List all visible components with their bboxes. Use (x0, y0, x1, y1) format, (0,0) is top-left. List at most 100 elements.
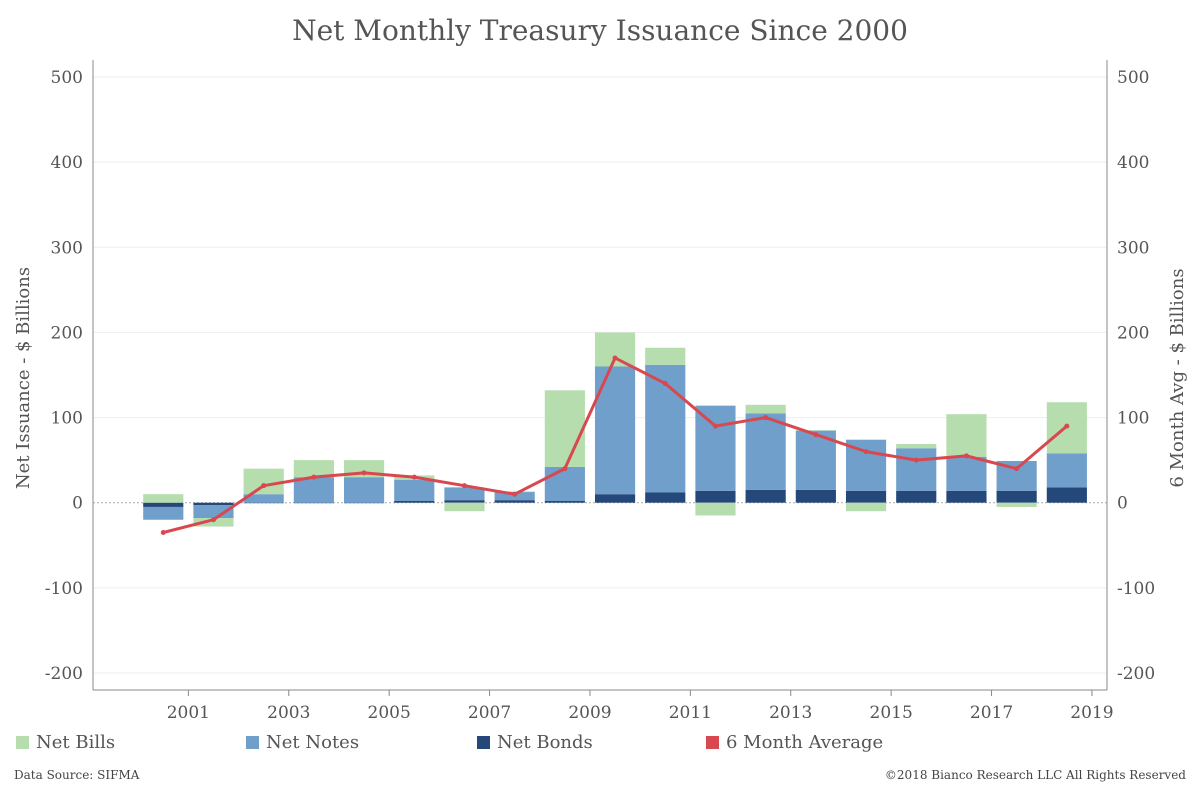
six-month-average-point (261, 483, 267, 489)
y-tick-label-right: 200 (1117, 323, 1149, 343)
six-month-average-point (160, 530, 166, 535)
legend-label-net-notes: Net Notes (266, 731, 360, 753)
net-notes-bar (946, 456, 987, 491)
y-tick-label-right: 100 (1117, 409, 1149, 429)
y-tick-label-left: 0 (72, 494, 83, 514)
net-bonds-bar (544, 501, 585, 503)
net-bonds-bar (594, 494, 636, 503)
copyright-note: ©2018 Bianco Research LLC All Rights Res… (884, 768, 1186, 782)
net-notes-bar (745, 413, 786, 490)
net-bonds-bar (645, 492, 686, 503)
legend-item-six-month-average: 6 Month Average (706, 731, 883, 753)
six-month-average-point (512, 491, 518, 497)
net-bonds-bar (845, 490, 887, 503)
six-month-average-point (1064, 423, 1070, 429)
net-notes-bar (193, 505, 234, 519)
right-axis-title: 6 Month Avg - $ Billions (1167, 268, 1188, 487)
net-bonds-bar (946, 490, 987, 503)
net-notes-bar (343, 477, 385, 503)
net-bills-bar (745, 404, 786, 414)
net-notes-bar (243, 494, 284, 503)
legend-item-net-bills: Net Bills (16, 731, 115, 753)
net-notes-bar (896, 448, 937, 491)
net-bills-bar (946, 414, 987, 457)
legend-item-net-bonds: Net Bonds (477, 731, 593, 753)
six-month-average-point (963, 453, 969, 459)
net-bills-swatch (16, 735, 29, 749)
bars (143, 332, 1087, 527)
six-month-average-point (562, 466, 568, 472)
y-tick-label-left: 200 (51, 323, 83, 343)
net-notes-bar (544, 466, 585, 501)
net-bills-bar (143, 494, 184, 503)
x-tick-label: 2001 (167, 703, 210, 723)
six-month-average-point (763, 415, 769, 421)
net-notes-bar (143, 506, 184, 520)
six-month-average-point (662, 381, 668, 387)
y-tick-label-right: -100 (1117, 579, 1155, 599)
net-notes-bar (1046, 453, 1087, 488)
y-tick-label-left: 300 (51, 238, 83, 258)
net-bonds-bar (193, 502, 234, 506)
legend-label-six-month-average: 6 Month Average (726, 731, 884, 753)
net-bonds-bar (996, 490, 1037, 503)
net-bills-bar (845, 502, 887, 512)
six-month-average-point (612, 355, 618, 361)
six-month-average-swatch (706, 735, 719, 749)
net-bonds-bar (494, 500, 535, 503)
net-bonds-bar (795, 489, 836, 503)
x-tick-label: 2019 (1070, 703, 1113, 723)
net-bonds-bar (896, 490, 937, 503)
net-bonds-bar (444, 500, 485, 503)
six-month-average-point (813, 432, 819, 438)
y-tick-label-left: 400 (51, 153, 83, 173)
y-tick-label-right: 0 (1117, 494, 1128, 514)
net-notes-bar (293, 477, 334, 503)
legend-item-net-notes: Net Notes (246, 731, 359, 753)
net-notes-bar (695, 405, 736, 491)
y-tick-label-right: 500 (1117, 68, 1149, 88)
six-month-average-point (863, 449, 869, 455)
net-bills-bar (444, 502, 485, 512)
net-notes-bar (394, 479, 435, 501)
left-axis-title: Net Issuance - $ Billions (13, 267, 34, 489)
net-bills-bar (544, 390, 585, 467)
legend-label-net-bills: Net Bills (36, 731, 116, 753)
net-bills-bar (293, 460, 334, 478)
y-tick-label-right: 300 (1117, 238, 1149, 258)
y-tick-label-right: 400 (1117, 153, 1149, 173)
six-month-average-point (411, 474, 417, 480)
x-tick-label: 2017 (970, 703, 1013, 723)
six-month-average-point (361, 470, 367, 476)
net-notes-bar (645, 364, 686, 493)
y-tick-label-left: 500 (51, 68, 83, 88)
net-bonds-bar (745, 489, 786, 503)
y-tick-label-left: -200 (45, 664, 83, 684)
x-tick-label: 2015 (870, 703, 913, 723)
net-bills-bar (795, 430, 836, 431)
left-tick-labels: -200 -100 0 100 200 300 400 500 (45, 68, 83, 684)
net-bills-bar (645, 347, 686, 365)
x-tick-labels: 2001 2003 2005 2007 2009 2011 2013 2015 2017 2019 (167, 690, 1114, 723)
legend-label-net-bonds: Net Bonds (497, 731, 593, 753)
y-tick-label-left: -100 (45, 579, 83, 599)
net-notes-swatch (246, 735, 259, 749)
net-bonds-bar (695, 490, 736, 503)
x-tick-label: 2005 (368, 703, 411, 723)
net-notes-bar (444, 487, 485, 501)
net-bills-bar (695, 502, 736, 516)
net-bonds-bar (293, 502, 334, 504)
net-bonds-bar (394, 501, 435, 503)
net-bonds-bar (143, 502, 184, 507)
six-month-average-point (913, 457, 919, 463)
net-bills-bar (243, 468, 284, 495)
net-bonds-swatch (477, 735, 490, 749)
six-month-average-point (712, 423, 718, 429)
chart-title: Net Monthly Treasury Issuance Since 2000 (292, 14, 908, 47)
right-tick-labels: -200 -100 0 100 200 300 400 500 (1117, 68, 1155, 684)
net-bills-bar (996, 502, 1037, 507)
net-bills-bar (193, 518, 234, 527)
six-month-average-point (311, 474, 317, 480)
net-bonds-bar (343, 502, 385, 504)
